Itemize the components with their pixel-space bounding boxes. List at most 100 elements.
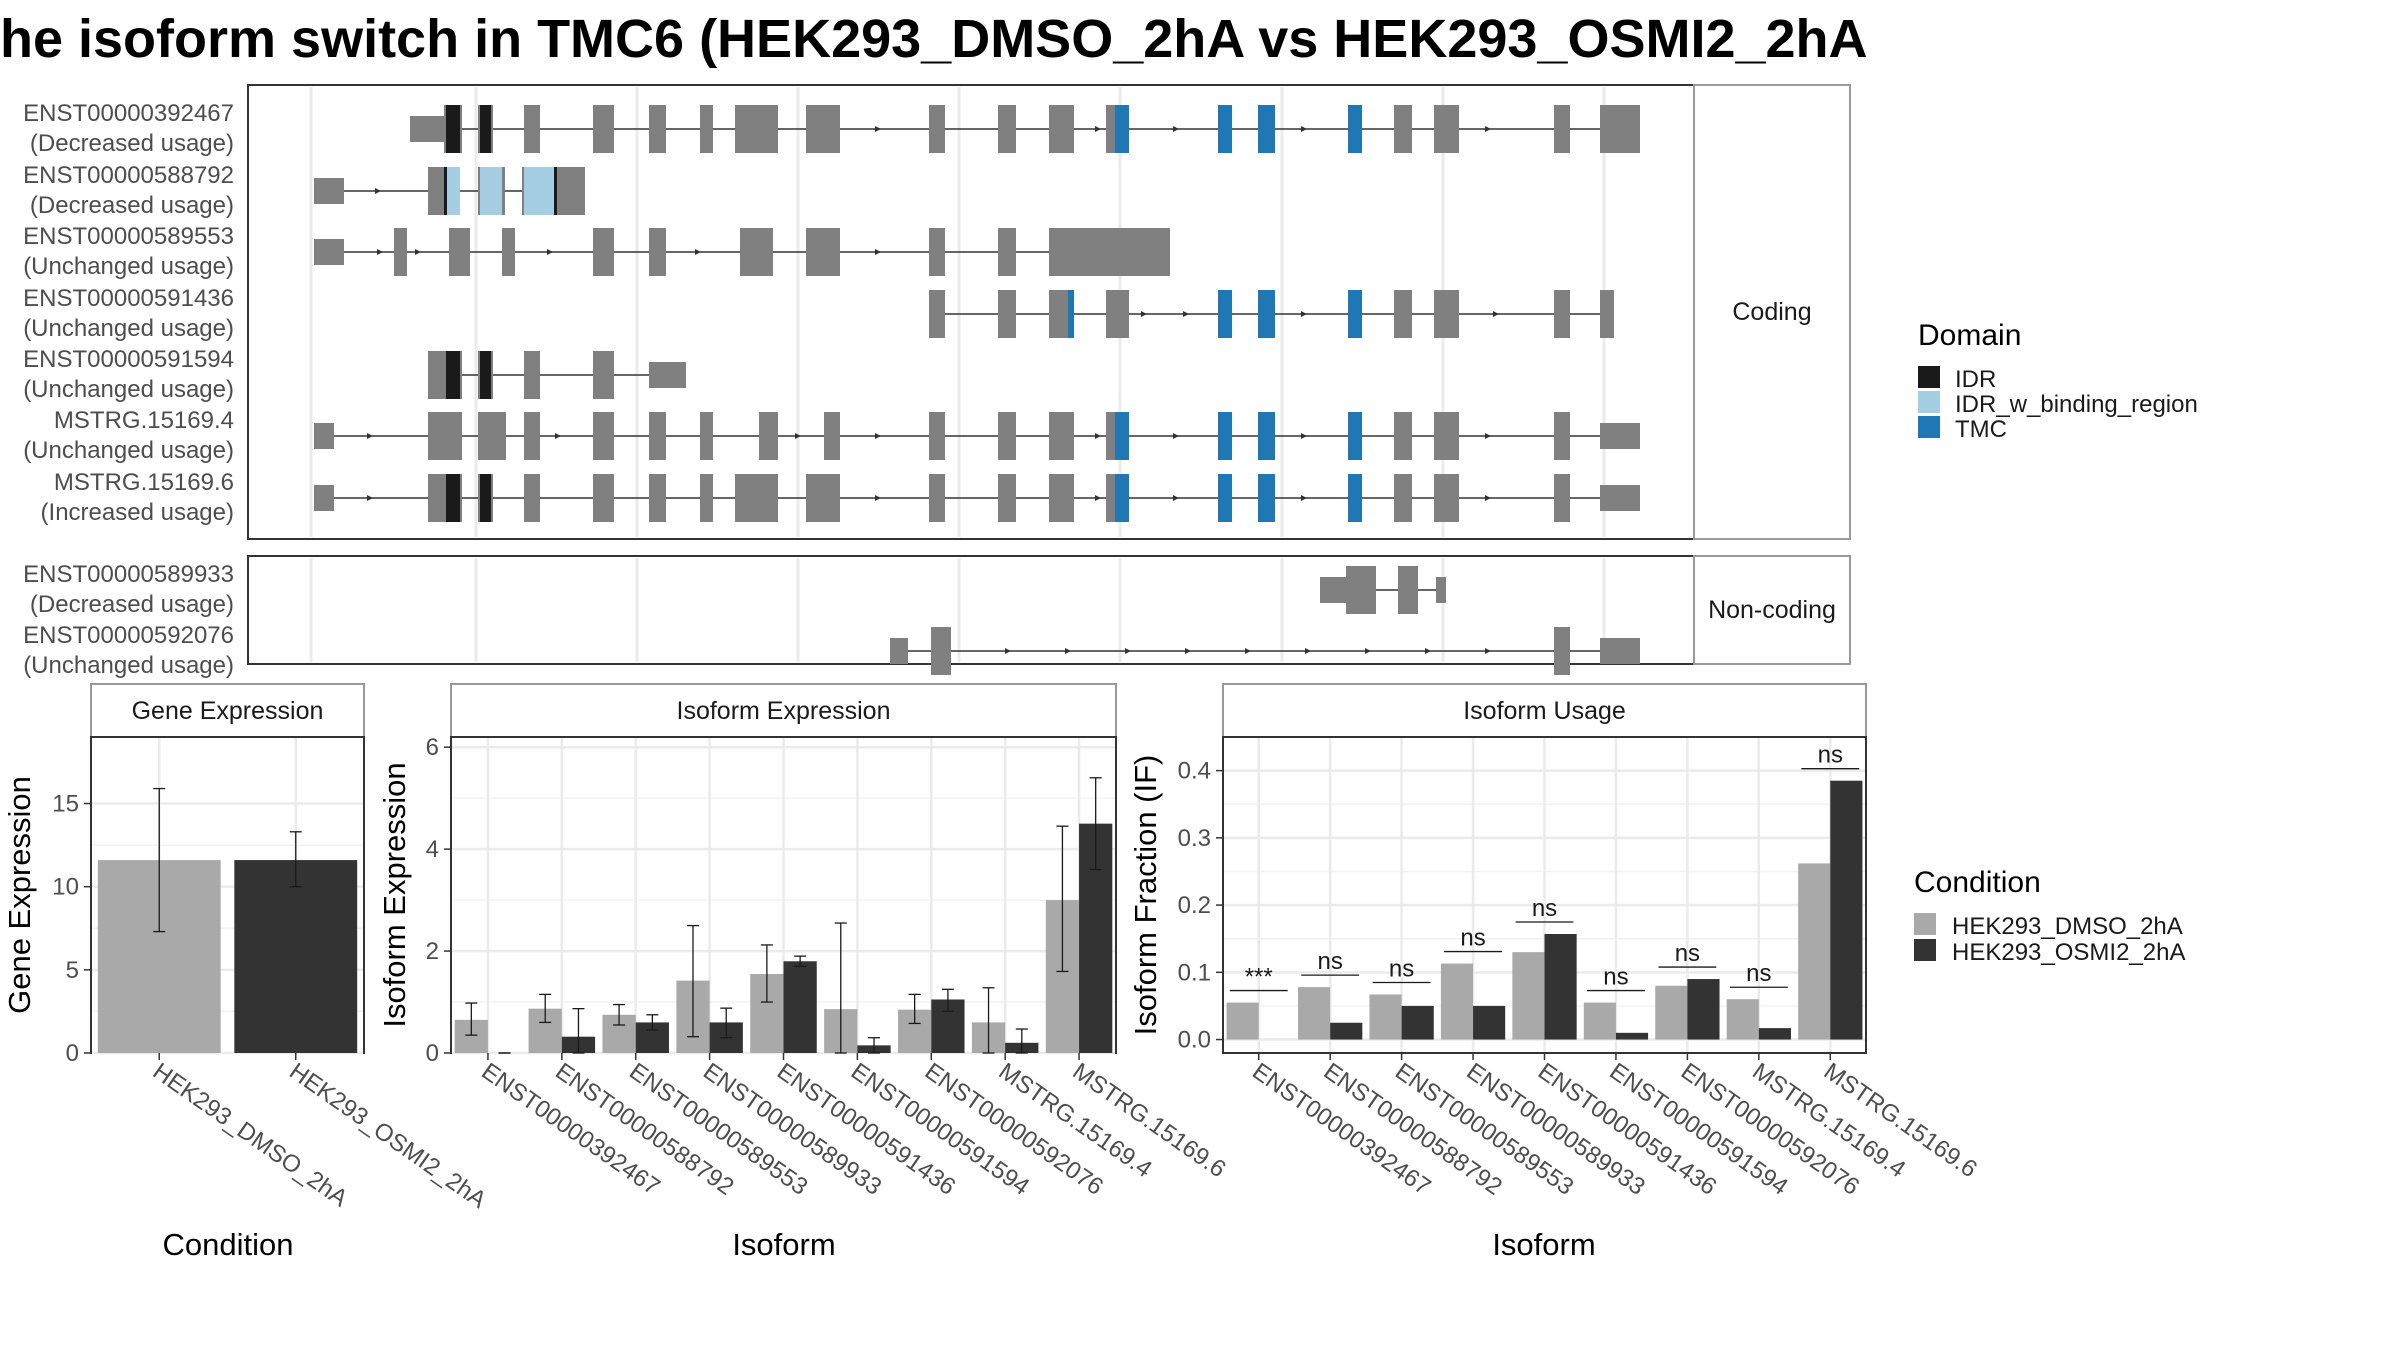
exon-block: [593, 412, 614, 460]
exon-block: [410, 116, 444, 142]
y-tick-label: 0: [426, 1040, 439, 1067]
y-tick-label: 10: [52, 874, 79, 901]
bar: [1830, 780, 1863, 1040]
panel-strip: [90, 683, 365, 738]
y-axis-title: Gene Expression: [2, 776, 37, 1014]
y-tick-label: 4: [426, 836, 439, 863]
exon-block: [1320, 577, 1346, 603]
exon-block: [931, 627, 951, 675]
strand-arrow: [1005, 648, 1011, 654]
panel-title: Gene Expression: [132, 697, 324, 725]
domain-tmc: [1348, 474, 1362, 522]
exon-block: [998, 290, 1016, 338]
strand-arrow: [1485, 433, 1491, 439]
transcript-id-label: ENST00000588792: [23, 162, 234, 189]
transcript-usage-label: (Unchanged usage): [23, 437, 234, 464]
strand-arrow: [1305, 648, 1311, 654]
bar: [1758, 1028, 1791, 1040]
bar: [1583, 1002, 1616, 1040]
strand-arrow: [377, 249, 383, 255]
strand-arrow: [1301, 311, 1307, 317]
y-axis-title: Isoform Fraction (IF): [1128, 755, 1163, 1036]
strand-arrow: [1095, 433, 1101, 439]
domain-tmc: [1258, 412, 1275, 460]
domain-tmc: [1348, 105, 1362, 153]
transcript-usage-label: (Decreased usage): [30, 192, 234, 219]
exon-block: [428, 412, 462, 460]
legend-key-osmi2: [1914, 939, 1936, 961]
exon-block: [1049, 412, 1074, 460]
strand-arrow: [1425, 648, 1431, 654]
exon-block: [1346, 566, 1376, 614]
exon-block: [524, 474, 540, 522]
domain-idr: [480, 105, 491, 153]
noncoding-strip: [1693, 555, 1851, 665]
domain-tmc: [1115, 412, 1129, 460]
domain-tmc: [1258, 105, 1275, 153]
exon-block: [740, 228, 773, 276]
exon-block: [428, 474, 444, 522]
transcript-usage-label: (Decreased usage): [30, 591, 234, 618]
legend-label-idr: IDR: [1955, 366, 1996, 393]
exon-block: [998, 105, 1016, 153]
exon-block: [314, 485, 334, 511]
bar: [1726, 999, 1759, 1040]
strand-arrow: [1065, 648, 1071, 654]
strand-arrow: [1301, 495, 1307, 501]
figure-title: he isoform switch in TMC6 (HEK293_DMSO_2…: [0, 9, 1868, 69]
domain-tmc: [1348, 412, 1362, 460]
significance-label: ***: [1245, 964, 1273, 991]
exon-block: [929, 412, 945, 460]
y-tick-label: 0.1: [1178, 959, 1211, 986]
domain-legend: Domain IDR IDR_w_binding_region TMC: [1918, 319, 2198, 443]
exon-block: [394, 228, 407, 276]
exon-block: [502, 228, 515, 276]
y-axis-title: Isoform Expression: [377, 762, 412, 1027]
exon-block: [1049, 105, 1074, 153]
transcript-id-label: ENST00000392467: [23, 100, 234, 127]
y-tick-label: 0.0: [1178, 1027, 1211, 1054]
strand-arrow: [547, 249, 553, 255]
isoform-expression-chart: Isoform Expression0246ENST00000392467ENS…: [377, 683, 1231, 1262]
exon-block: [806, 474, 840, 522]
exon-block: [806, 228, 840, 276]
noncoding-panel: [247, 555, 1695, 665]
domain-tmc: [1258, 474, 1275, 522]
noncoding-strip-label: Non-coding: [1708, 596, 1836, 624]
panel-strip: [1222, 683, 1867, 738]
panel-strip: [450, 683, 1117, 738]
exon-block: [824, 412, 840, 460]
exon-block: [428, 167, 446, 215]
transcript-usage-label: (Unchanged usage): [23, 315, 234, 342]
significance-label: ns: [1460, 925, 1485, 952]
coding-transcript-labels: ENST00000392467 (Decreased usage) ENST0000…: [23, 100, 234, 526]
exon-block: [890, 638, 908, 664]
y-tick-label: 0.2: [1178, 892, 1211, 919]
panel-title: Isoform Usage: [1463, 697, 1626, 725]
strand-arrow: [795, 433, 801, 439]
bar: [1512, 952, 1545, 1040]
panel-title: Isoform Expression: [677, 697, 891, 725]
strand-arrow: [1365, 648, 1371, 654]
domain-tmc: [1068, 290, 1074, 338]
bar: [1687, 979, 1720, 1040]
legend-label-idr-binding: IDR_w_binding_region: [1955, 391, 2198, 418]
exon-block: [593, 351, 614, 399]
exon-block: [1436, 577, 1446, 603]
strand-arrow: [875, 433, 881, 439]
strand-arrow: [1301, 126, 1307, 132]
domain-tmc: [1115, 105, 1129, 153]
transcript-id-label: MSTRG.15169.6: [54, 469, 234, 496]
exon-block: [759, 412, 778, 460]
domain-tmc: [1258, 290, 1275, 338]
legend-key-tmc: [1918, 416, 1940, 438]
exon-block: [929, 290, 945, 338]
strand-arrow: [1493, 311, 1499, 317]
exon-block: [1554, 290, 1570, 338]
exon-block: [428, 351, 444, 399]
strand-arrow: [1095, 495, 1101, 501]
legend-key-idr-binding: [1918, 391, 1940, 413]
bar: [1330, 1022, 1363, 1040]
domain-idr: [446, 351, 460, 399]
